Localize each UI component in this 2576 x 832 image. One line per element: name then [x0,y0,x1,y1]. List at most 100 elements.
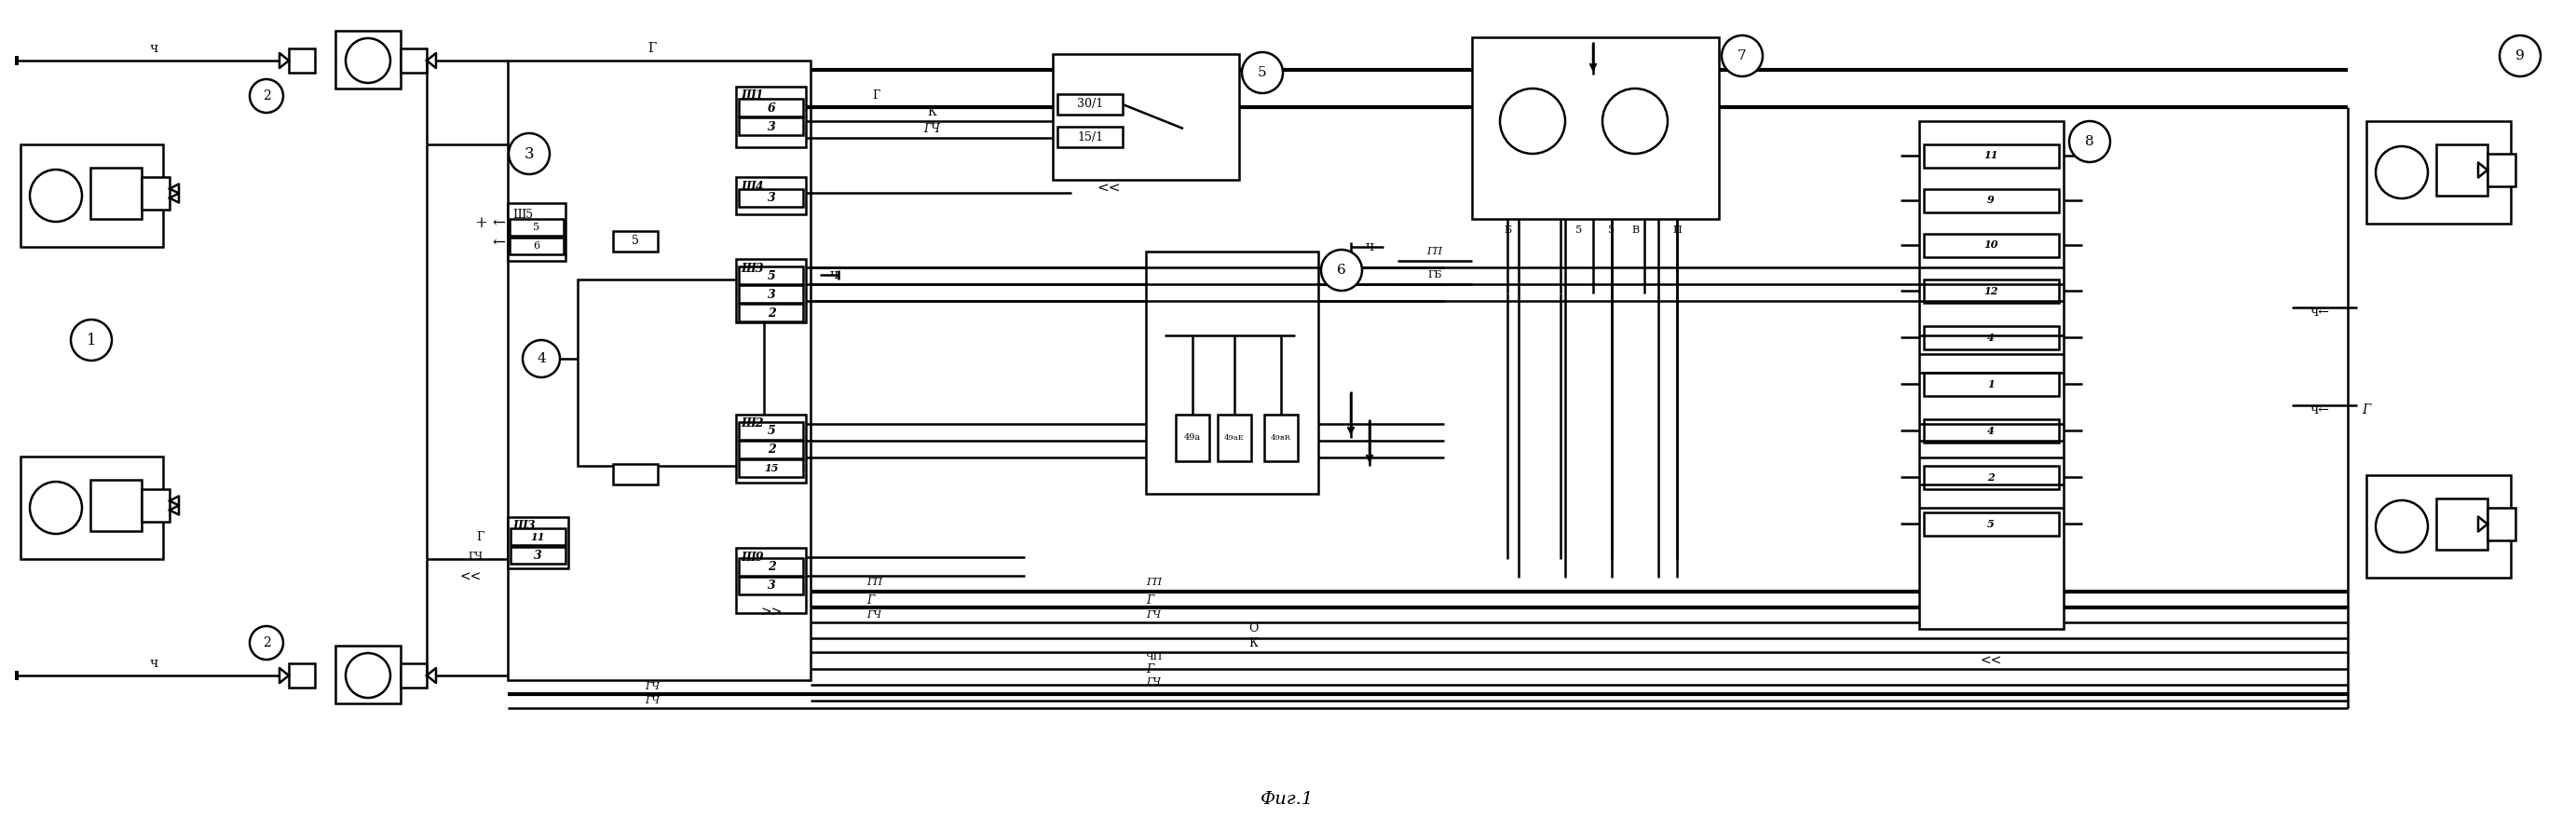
Polygon shape [170,496,178,506]
Text: Г: Г [1146,595,1154,607]
Bar [1919,121,2063,629]
Text: +: + [474,215,487,231]
Bar [739,117,804,135]
Text: 9: 9 [1986,196,1994,206]
Text: <<: << [459,571,482,584]
Bar [1924,326,2058,349]
Text: 15/1: 15/1 [1077,131,1103,143]
Circle shape [250,626,283,660]
Text: К: К [1249,636,1257,649]
Text: <<: << [1097,182,1121,196]
Circle shape [1721,36,1762,77]
Bar [739,422,804,440]
Text: ГП: ГП [866,577,884,587]
Bar [737,414,806,483]
Polygon shape [170,506,178,515]
Bar [737,547,806,613]
Text: 2: 2 [768,307,775,319]
Text: 9: 9 [2517,49,2524,62]
Text: Г: Г [871,90,878,102]
Text: 6: 6 [1337,264,1347,277]
Text: 4: 4 [1986,332,1994,343]
Polygon shape [278,53,289,68]
Text: 3: 3 [768,580,775,592]
Text: 2: 2 [263,636,270,650]
Bar [21,457,162,559]
Bar [1056,94,1123,115]
Text: 2: 2 [768,562,775,573]
Bar [90,168,142,219]
Bar [1471,37,1718,219]
Text: Г: Г [647,42,657,55]
Bar [1265,414,1298,461]
Bar [510,238,564,255]
Circle shape [70,319,111,360]
Text: ч←: ч← [2311,305,2329,319]
Polygon shape [170,193,178,203]
Bar [613,464,657,484]
Bar [613,231,657,251]
Circle shape [2499,36,2540,77]
Text: 49а: 49а [1185,433,1200,442]
Polygon shape [428,668,435,683]
Text: Ш4: Ш4 [742,181,762,192]
Circle shape [345,38,392,83]
Bar [1146,251,1319,494]
Text: ч: ч [149,42,157,55]
Text: Ш1: Ш1 [742,90,762,102]
Text: Б: Б [1504,225,1512,235]
Text: Ш3: Ш3 [742,262,762,275]
Text: 12: 12 [1984,285,1999,296]
Circle shape [2069,121,2110,162]
Text: 2: 2 [1986,472,1994,483]
Bar [739,304,804,321]
Circle shape [2375,146,2427,199]
Circle shape [31,170,82,222]
Text: 5: 5 [768,425,775,438]
Polygon shape [2478,517,2488,532]
Text: ГЧ: ГЧ [1146,677,1162,686]
Bar [507,203,567,261]
Circle shape [31,482,82,534]
Bar [2488,508,2514,540]
Bar [739,441,804,458]
Text: Ш5: Ш5 [513,208,533,220]
Circle shape [1602,88,1667,154]
Bar [510,547,567,563]
Text: Ш3: Ш3 [513,520,536,532]
Text: 8: 8 [2084,135,2094,148]
Bar [739,285,804,303]
Bar [577,280,765,466]
Text: 5: 5 [768,270,775,282]
Bar [142,177,170,210]
Text: ГП: ГП [1146,577,1162,587]
Text: 49вR: 49вR [1270,434,1291,442]
Bar [1924,466,2058,489]
Text: 4: 4 [1986,425,1994,436]
Bar [1218,414,1252,461]
Text: ←: ← [492,235,505,251]
Text: 3: 3 [768,121,775,133]
Text: О: О [1249,623,1257,635]
Text: Г: Г [866,595,873,607]
Circle shape [1499,88,1566,154]
Text: ЧП: ЧП [1146,652,1162,661]
Circle shape [345,653,392,698]
Text: 3: 3 [768,192,775,205]
Bar [739,459,804,477]
Text: В: В [1631,225,1638,235]
Bar [737,259,806,322]
Bar [1924,280,2058,303]
Bar [1924,513,2058,536]
Bar [1924,373,2058,396]
Text: 11: 11 [1984,151,1999,161]
Bar [739,266,804,285]
Bar [1924,234,2058,257]
Bar [2437,145,2488,196]
Text: ГЧ: ГЧ [644,682,659,691]
Text: 2: 2 [768,444,775,456]
Text: ГЧ: ГЧ [644,696,659,706]
Bar [402,48,428,72]
Bar [2488,154,2514,186]
Bar [402,663,428,687]
